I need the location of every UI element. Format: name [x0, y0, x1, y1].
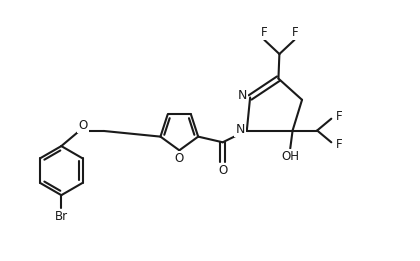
Text: F: F: [336, 110, 343, 123]
Text: N: N: [238, 89, 247, 102]
Text: Br: Br: [55, 210, 68, 223]
Text: O: O: [79, 119, 88, 132]
Text: F: F: [291, 26, 298, 39]
Text: O: O: [218, 164, 227, 177]
Text: N: N: [236, 123, 245, 136]
Text: F: F: [260, 26, 267, 39]
Text: OH: OH: [281, 150, 299, 163]
Text: O: O: [174, 152, 184, 165]
Text: F: F: [336, 138, 343, 151]
